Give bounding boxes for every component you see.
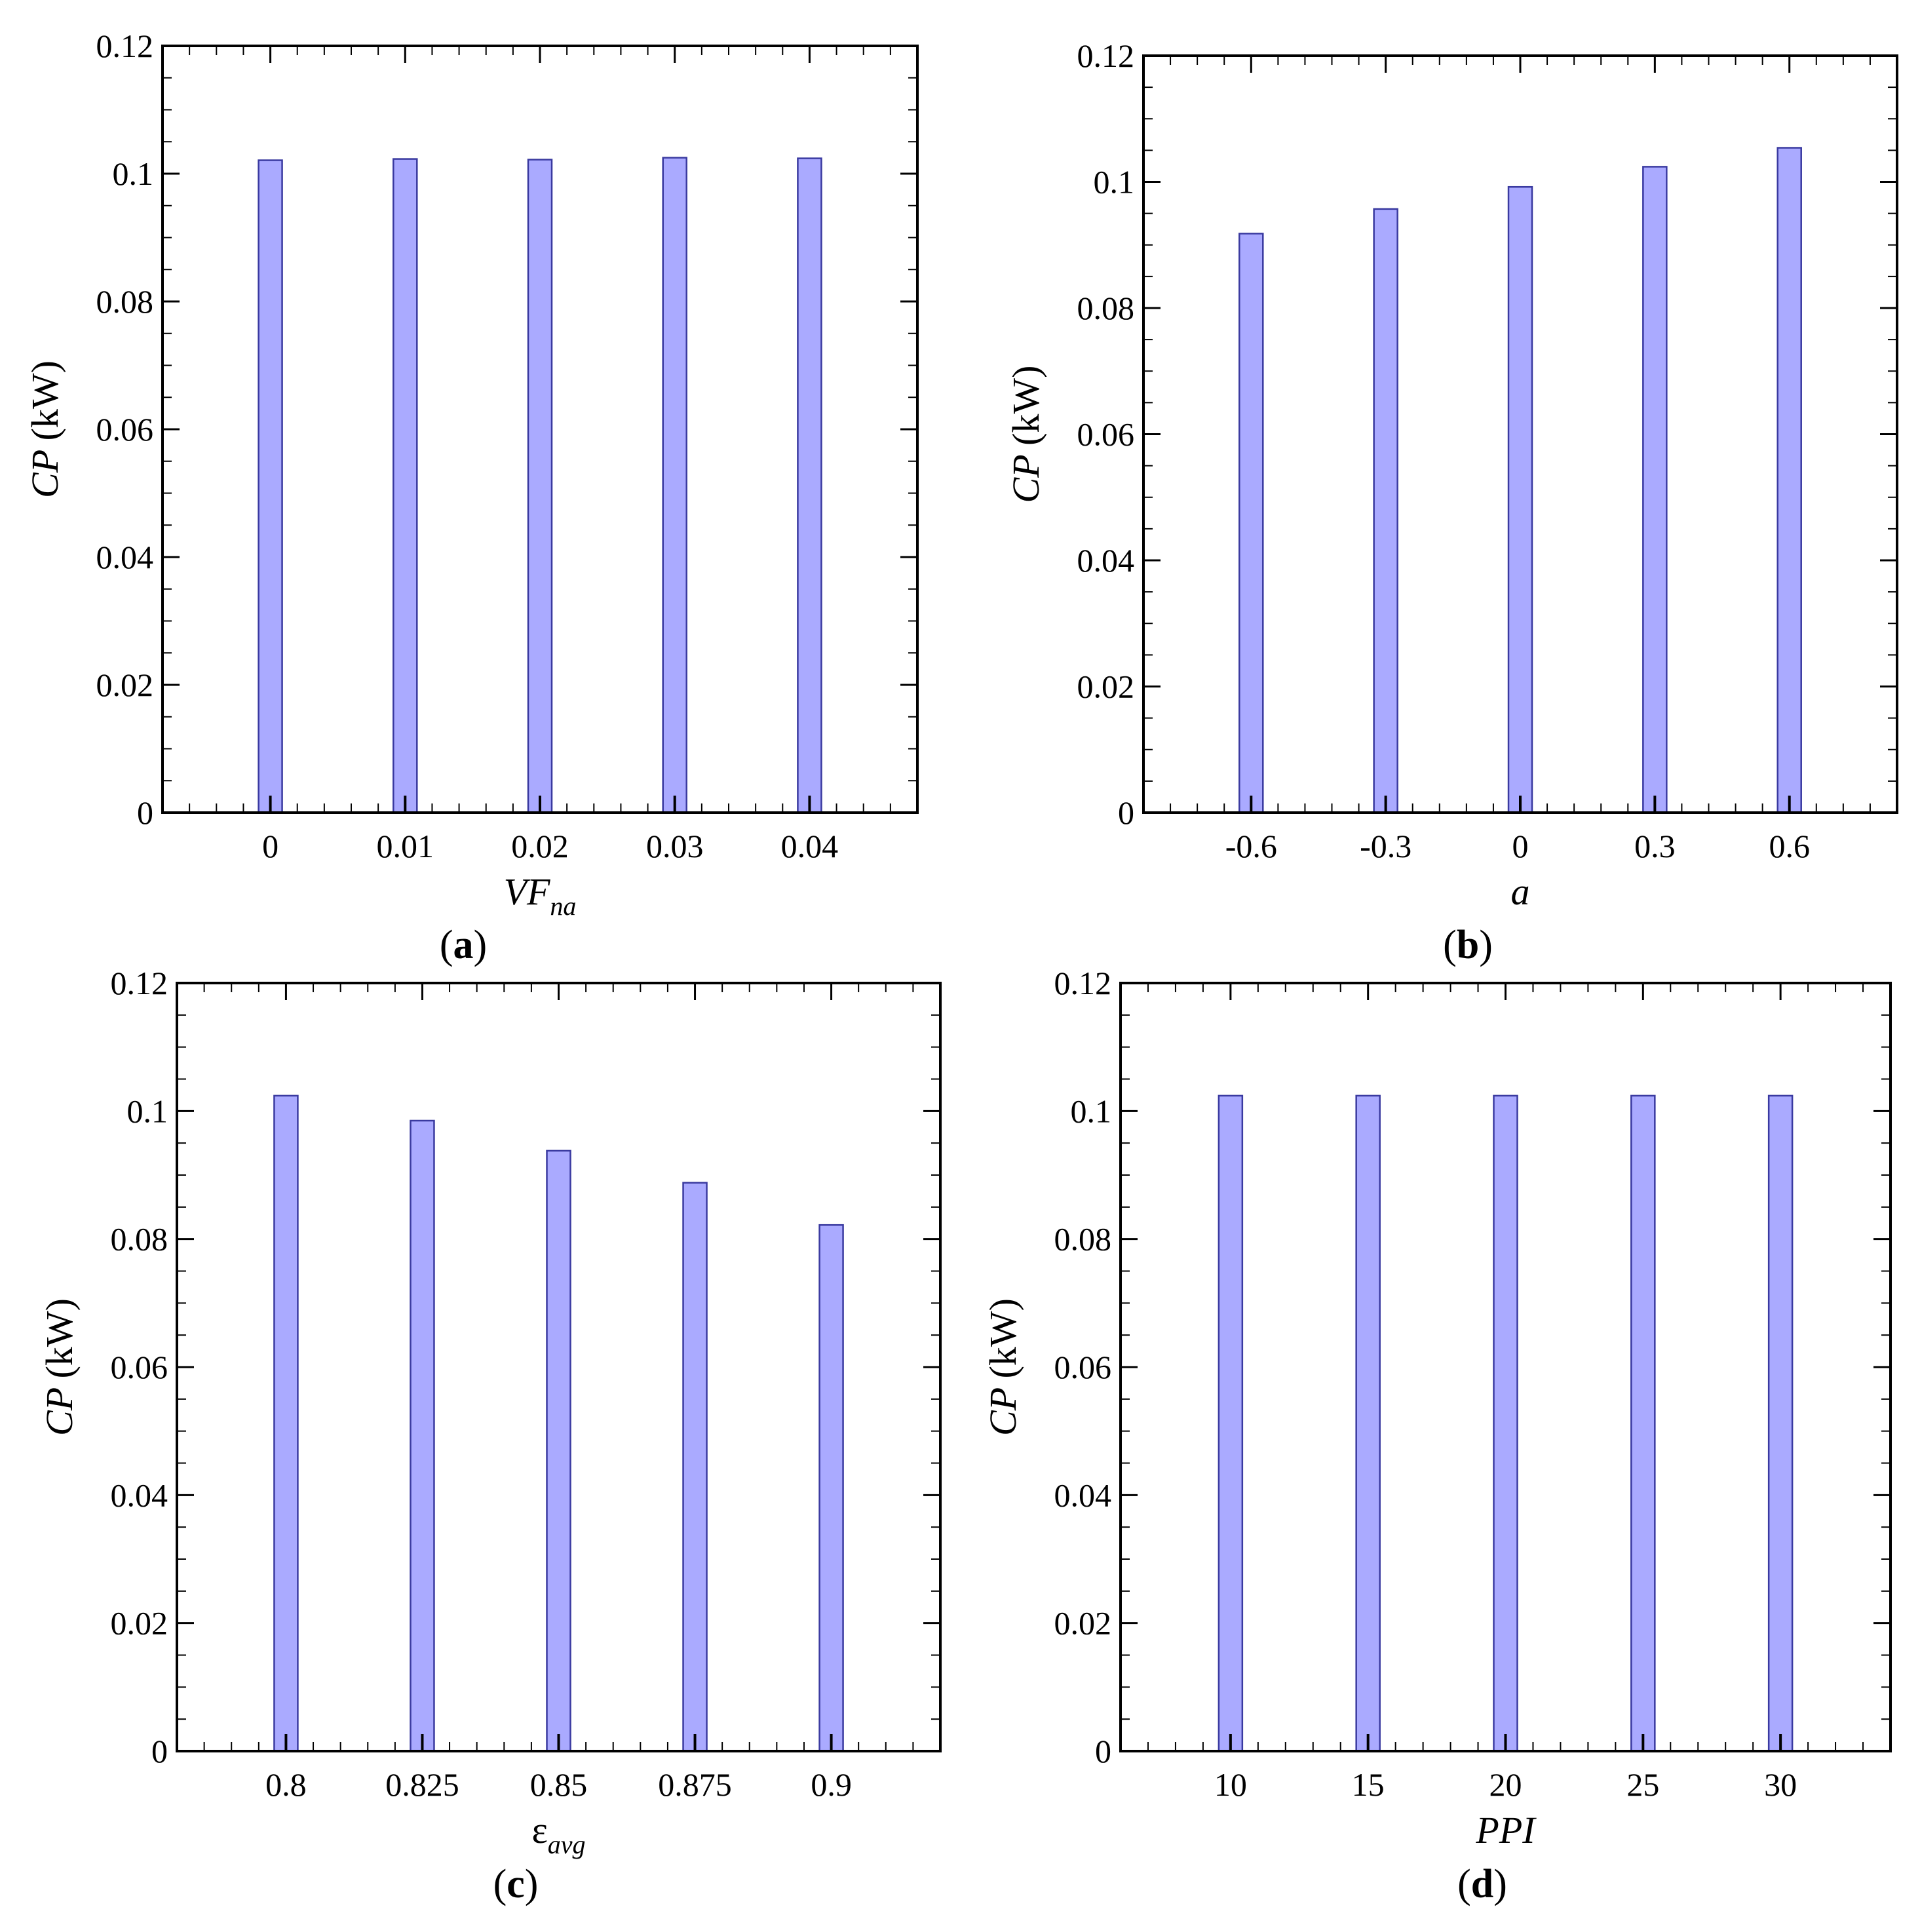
x-tick-label: 0: [1512, 828, 1529, 864]
bar: [1373, 208, 1398, 814]
y-axis-title: CP (kW): [1005, 366, 1047, 503]
y-tick-label: 0.06: [96, 411, 154, 448]
y-tick-label: 0.12: [111, 965, 168, 1001]
y-tick-label: 0.1: [1094, 164, 1135, 201]
y-tick-label: 0.02: [1077, 668, 1135, 705]
x-tick-label: 0.825: [385, 1766, 459, 1803]
panel-label: (b): [1443, 923, 1493, 967]
x-axis-title: PPI: [1475, 1809, 1537, 1851]
y-tick-label: 0.04: [1054, 1477, 1112, 1513]
y-tick-label: 0.06: [111, 1349, 168, 1385]
bar: [273, 1094, 299, 1752]
chart-panel: 0 0.02 0.04 0.06 0.08 0.1 0.12 10 15 20 25 30 PPI CP …: [982, 965, 1892, 1906]
bar: [1767, 1094, 1794, 1752]
y-tick-label: 0: [1095, 1733, 1111, 1769]
y-tick-label: 0.08: [111, 1221, 168, 1258]
y-tick-label: 0.1: [113, 155, 154, 192]
panel-label: (a): [440, 923, 487, 967]
bar: [1493, 1094, 1518, 1752]
x-tick-label: 0.03: [646, 828, 704, 864]
chart-panel: 0 0.02 0.04 0.06 0.08 0.1 0.12 0 0.01 0.02 0.03 0.0…: [24, 28, 919, 967]
y-tick-label: 0.06: [1077, 416, 1135, 453]
bar: [1776, 147, 1802, 814]
y-tick-label: 0.02: [111, 1605, 168, 1642]
x-tick-label: 30: [1764, 1766, 1797, 1803]
bar: [1642, 166, 1668, 814]
y-tick-label: 0.08: [96, 283, 154, 320]
bar: [527, 159, 553, 814]
y-tick-label: 0.12: [1054, 965, 1112, 1001]
y-tick-label: 0.08: [1077, 290, 1135, 326]
bar: [682, 1182, 708, 1752]
y-axis-title: CP (kW): [982, 1298, 1024, 1436]
x-tick-label: 0.04: [781, 828, 839, 864]
panel-label: (d): [1457, 1862, 1507, 1906]
x-tick-label: 0.01: [377, 828, 434, 864]
y-axis-title: CP (kW): [38, 1298, 81, 1436]
chart-panel: 0 0.02 0.04 0.06 0.08 0.1 0.12 -0.6 -0.3 0 0.3 0.6 a…: [1005, 37, 1898, 967]
x-tick-label: 25: [1626, 1766, 1659, 1803]
bar: [1507, 185, 1533, 814]
x-tick-label: 0.6: [1769, 828, 1810, 864]
bar: [546, 1150, 571, 1752]
x-tick-label: 15: [1352, 1766, 1385, 1803]
y-tick-label: 0: [137, 794, 153, 831]
bar: [662, 157, 687, 814]
bar: [1355, 1094, 1381, 1752]
y-tick-label: 0.04: [96, 539, 154, 575]
x-tick-label: 0.875: [658, 1766, 732, 1803]
panel-label: (c): [493, 1862, 539, 1906]
x-axis-title: a: [1511, 870, 1530, 913]
bar: [818, 1224, 844, 1752]
y-tick-label: 0: [1118, 794, 1134, 831]
y-tick-label: 0.1: [1071, 1092, 1112, 1129]
x-axis-title: VFna: [504, 870, 577, 921]
bar: [410, 1119, 435, 1752]
x-tick-label: 0.8: [265, 1766, 307, 1803]
y-tick-label: 0.1: [127, 1092, 168, 1129]
y-tick-label: 0: [151, 1733, 168, 1769]
bar: [1238, 233, 1264, 814]
x-tick-label: 0: [262, 828, 278, 864]
y-tick-label: 0.08: [1054, 1221, 1112, 1258]
y-tick-label: 0.02: [1054, 1605, 1112, 1642]
bar: [1630, 1094, 1656, 1752]
y-tick-label: 0.04: [1077, 542, 1135, 579]
bar: [797, 157, 822, 814]
y-tick-label: 0.12: [96, 28, 154, 64]
bar: [258, 159, 283, 814]
x-tick-label: 20: [1489, 1766, 1522, 1803]
y-tick-label: 0.02: [96, 667, 154, 703]
bar: [1218, 1094, 1244, 1752]
chart-panel: 0 0.02 0.04 0.06 0.08 0.1 0.12 0.8 0.825 0.85 0.87…: [38, 965, 942, 1906]
y-tick-label: 0.06: [1054, 1349, 1112, 1385]
y-tick-label: 0.12: [1077, 37, 1135, 74]
x-tick-label: 0.85: [530, 1766, 588, 1803]
x-tick-label: 0.3: [1634, 828, 1676, 864]
y-tick-label: 0.04: [111, 1477, 168, 1513]
x-axis-title: εavg: [531, 1809, 585, 1859]
bar: [393, 158, 418, 814]
x-tick-label: -0.3: [1360, 828, 1411, 864]
x-tick-label: 10: [1214, 1766, 1247, 1803]
y-axis-title: CP (kW): [24, 360, 66, 498]
x-tick-label: 0.02: [511, 828, 569, 864]
x-tick-label: 0.9: [811, 1766, 852, 1803]
x-tick-label: -0.6: [1225, 828, 1277, 864]
